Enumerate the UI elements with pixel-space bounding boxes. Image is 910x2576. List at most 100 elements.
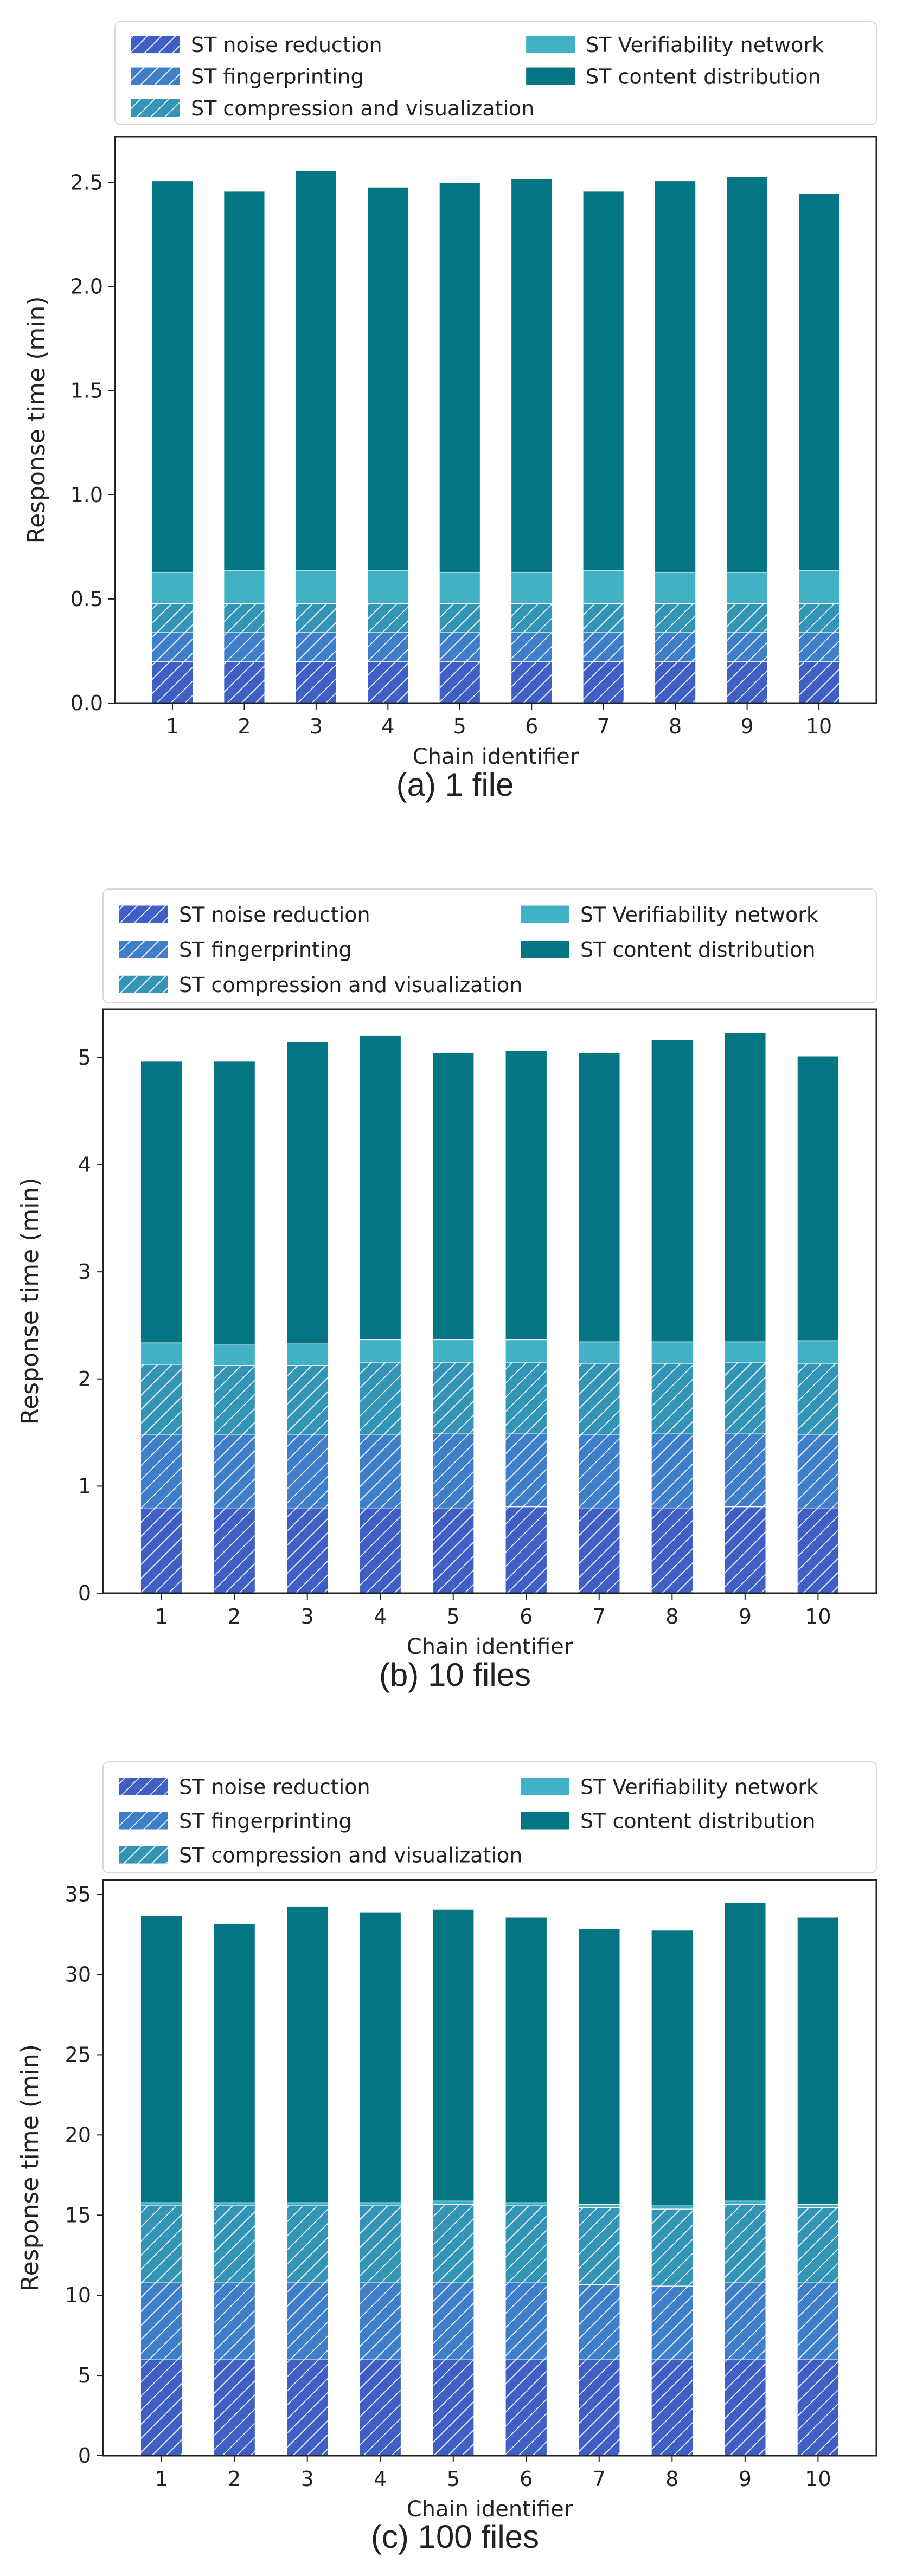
x-tick-label: 1 xyxy=(155,1605,168,1628)
bar-segment-hatch xyxy=(655,661,696,703)
legend-swatch-hatch xyxy=(119,1846,168,1864)
plot-frame xyxy=(102,1008,877,1594)
legend-label: ST compression and visualization xyxy=(179,1844,522,1867)
bar-segment-hatch xyxy=(224,661,265,703)
bar-segment-hatch xyxy=(505,1506,547,1593)
x-tick-label: 2 xyxy=(228,2467,241,2491)
x-tick-label: 9 xyxy=(739,2467,752,2491)
y-tick-label: 0 xyxy=(78,2444,91,2468)
bar-segment xyxy=(287,2202,328,2206)
bar-segment-hatch xyxy=(511,632,552,662)
bar-segment-hatch xyxy=(214,1434,255,1508)
legend-item: ST compression and visualization xyxy=(119,973,522,997)
bar-segment xyxy=(655,571,696,603)
x-tick-label: 8 xyxy=(669,714,682,738)
bar-segment-hatch xyxy=(505,2359,547,2456)
bar-segment xyxy=(651,1929,693,2206)
bar-segment xyxy=(727,571,767,603)
bar-segment xyxy=(224,570,265,603)
bar-segment xyxy=(797,1055,839,1341)
y-tick-label: 5 xyxy=(78,1046,91,1070)
y-tick-label: 20 xyxy=(65,2123,91,2147)
bar-segment-hatch xyxy=(287,1365,328,1435)
y-tick-label: 2.0 xyxy=(71,275,103,299)
legend-item: ST noise reduction xyxy=(119,1775,370,1799)
legend-item: ST fingerprinting xyxy=(131,65,364,89)
bar-segment-hatch xyxy=(433,2282,474,2360)
bar-segment-hatch xyxy=(152,661,193,703)
bar-segment xyxy=(439,182,480,572)
x-tick-label: 4 xyxy=(374,1605,387,1628)
bar-segment-hatch xyxy=(433,1433,474,1508)
bar-segment-hatch xyxy=(579,1507,620,1593)
plot-frame xyxy=(114,136,877,704)
bar-segment-hatch xyxy=(296,603,336,633)
bar-segment-hatch xyxy=(583,632,624,662)
bar-segment xyxy=(296,570,336,603)
legend-frame xyxy=(102,1761,877,1873)
bar-segment xyxy=(797,2204,839,2207)
bar-segment-hatch xyxy=(368,632,408,662)
bar-segment xyxy=(651,1341,693,1363)
bar-segment-hatch xyxy=(579,2284,620,2360)
y-tick-label: 1 xyxy=(78,1474,91,1498)
bar-segment-hatch xyxy=(214,2205,255,2283)
bar-segment xyxy=(433,2200,474,2204)
bar-segment-hatch xyxy=(214,1507,255,1593)
bar-segment-hatch xyxy=(505,1433,547,1506)
y-tick-label: 30 xyxy=(65,1963,91,1987)
bar-segment-hatch xyxy=(727,632,767,662)
bar-segment-hatch xyxy=(287,2359,328,2456)
y-tick-label: 5 xyxy=(78,2364,91,2387)
bar-segment xyxy=(583,570,624,603)
bar-segment-hatch xyxy=(224,632,265,662)
legend-item: ST compression and visualization xyxy=(119,1844,522,1867)
x-tick-label: 1 xyxy=(166,714,179,738)
bar-segment xyxy=(651,2205,693,2209)
x-tick-label: 10 xyxy=(805,1605,831,1628)
y-tick-label: 4 xyxy=(78,1153,91,1177)
legend-swatch xyxy=(521,905,570,923)
bar-segment xyxy=(579,2204,620,2207)
legend-swatch-hatch xyxy=(131,36,180,54)
bars xyxy=(152,169,839,703)
bar-segment-hatch xyxy=(152,632,193,662)
bar-segment xyxy=(579,1341,620,1363)
y-tick-label: 25 xyxy=(65,2043,91,2066)
legend-frame xyxy=(102,888,877,1003)
bar-segment-hatch xyxy=(797,1363,839,1435)
legend-item: ST compression and visualization xyxy=(131,96,534,120)
x-axis-label: Chain identifier xyxy=(407,2497,573,2522)
bar-segment xyxy=(287,1041,328,1344)
y-tick-label: 0.5 xyxy=(71,587,103,611)
bar-segment-hatch xyxy=(368,603,408,633)
bar-segment-hatch xyxy=(433,1507,474,1593)
bar-segment-hatch xyxy=(214,1365,255,1435)
x-tick-label: 9 xyxy=(740,714,753,738)
bar-segment-hatch xyxy=(583,603,624,633)
bar-segment-hatch xyxy=(797,2359,839,2456)
x-tick-label: 6 xyxy=(520,2467,533,2491)
bar-segment-hatch xyxy=(797,1507,839,1593)
bar-segment-hatch xyxy=(152,603,193,633)
bar-segment-hatch xyxy=(224,603,265,633)
legend-item: ST Verifiability network xyxy=(526,33,824,57)
bar-segment-hatch xyxy=(651,1363,693,1434)
bar-segment-hatch xyxy=(214,2282,255,2360)
bar-segment xyxy=(725,2200,766,2204)
legend-label: ST content distribution xyxy=(580,1809,816,1833)
legend-swatch-hatch xyxy=(131,99,180,117)
bar-segment-hatch xyxy=(727,661,767,703)
y-axis-label: Response time (min) xyxy=(23,296,50,543)
bar-segment xyxy=(433,1339,474,1362)
bar-segment-hatch xyxy=(797,2207,839,2283)
figure-caption: (c) 100 files xyxy=(371,2519,539,2555)
bar-segment-hatch xyxy=(360,2282,401,2360)
y-axis-label: Response time (min) xyxy=(16,2044,44,2291)
legend-swatch-hatch xyxy=(119,941,168,958)
y-tick-label: 0.0 xyxy=(71,691,103,715)
legend-label: ST fingerprinting xyxy=(179,1809,352,1833)
y-tick-label: 10 xyxy=(65,2283,91,2307)
legend-swatch-hatch xyxy=(119,905,168,923)
